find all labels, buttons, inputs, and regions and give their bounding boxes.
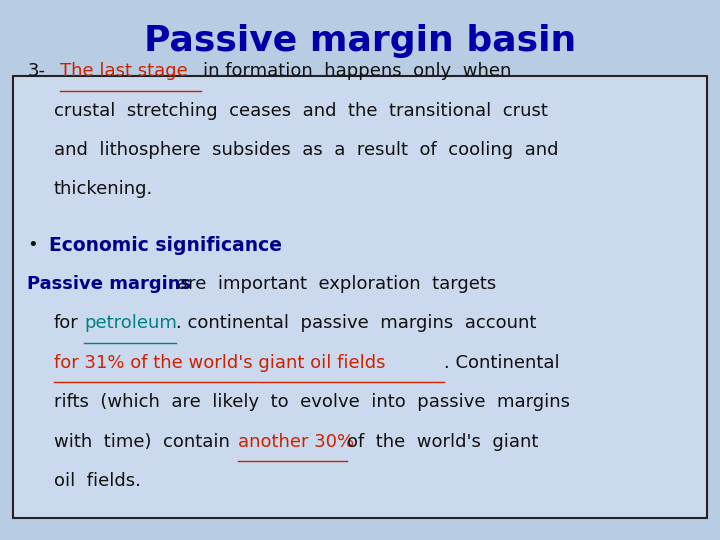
Text: Passive margins: Passive margins xyxy=(27,275,192,293)
Text: Economic significance: Economic significance xyxy=(49,235,282,254)
Text: rifts  (which  are  likely  to  evolve  into  passive  margins: rifts (which are likely to evolve into p… xyxy=(54,393,570,411)
Text: in formation  happens  only  when: in formation happens only when xyxy=(203,62,511,80)
Text: with  time)  contain: with time) contain xyxy=(54,433,230,451)
Text: crustal  stretching  ceases  and  the  transitional  crust: crustal stretching ceases and the transi… xyxy=(54,102,548,119)
Text: are  important  exploration  targets: are important exploration targets xyxy=(177,275,496,293)
Text: for 31% of the world's giant oil fields: for 31% of the world's giant oil fields xyxy=(54,354,385,372)
Text: 3-: 3- xyxy=(27,62,45,80)
Text: thickening.: thickening. xyxy=(54,180,153,198)
Text: . Continental: . Continental xyxy=(444,354,560,372)
Text: of  the  world's  giant: of the world's giant xyxy=(347,433,539,451)
Text: another 30%: another 30% xyxy=(238,433,354,451)
FancyBboxPatch shape xyxy=(13,76,707,518)
Text: petroleum: petroleum xyxy=(84,314,177,333)
Text: The last stage: The last stage xyxy=(60,62,188,80)
Text: for: for xyxy=(54,314,78,333)
Text: oil  fields.: oil fields. xyxy=(54,472,141,490)
Text: Passive margin basin: Passive margin basin xyxy=(144,24,576,58)
Text: •: • xyxy=(27,235,38,254)
Text: . continental  passive  margins  account: . continental passive margins account xyxy=(176,314,536,333)
Text: and  lithosphere  subsides  as  a  result  of  cooling  and: and lithosphere subsides as a result of … xyxy=(54,141,559,159)
